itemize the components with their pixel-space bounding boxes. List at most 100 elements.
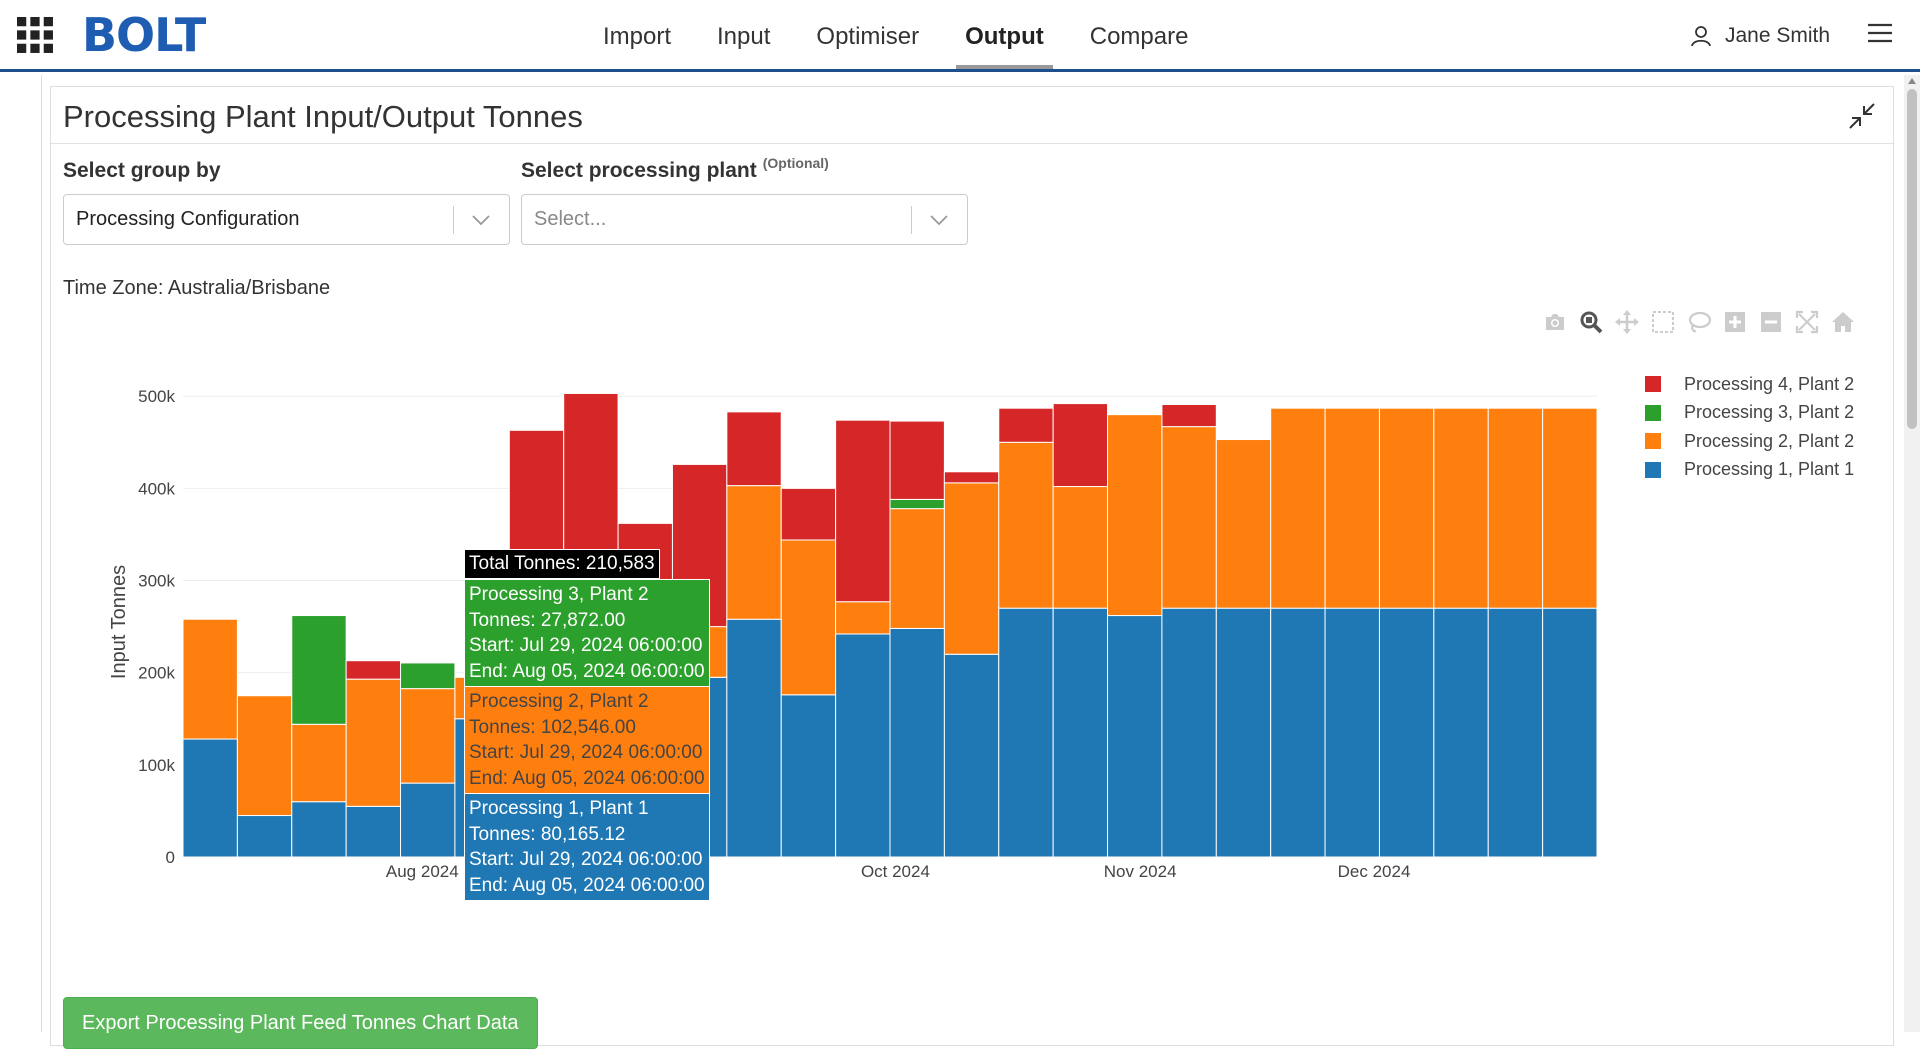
bar-segment[interactable]	[1161, 404, 1217, 428]
legend-item-processing-1[interactable]: Processing 1, Plant 1	[1645, 456, 1854, 485]
bar-segment[interactable]	[998, 607, 1054, 858]
bar-segment[interactable]	[1487, 607, 1544, 858]
scrollbar-thumb[interactable]	[1907, 89, 1917, 429]
group-by-select[interactable]: Processing Configuration	[63, 194, 510, 245]
bar-segment[interactable]	[1052, 607, 1109, 858]
bar-segment[interactable]	[889, 420, 945, 500]
user-menu[interactable]: Jane Smith	[1690, 20, 1830, 52]
group-by-label: Select group by	[63, 159, 221, 182]
bar-segment[interactable]	[291, 723, 347, 803]
bar-segment[interactable]	[1107, 615, 1163, 858]
scroll-up-arrow-icon[interactable]	[1908, 78, 1916, 84]
collapse-icon[interactable]	[1847, 101, 1877, 131]
bar-segment[interactable]	[345, 678, 402, 807]
autoscale-icon[interactable]	[1789, 307, 1825, 337]
bar-segment[interactable]	[998, 407, 1054, 443]
bar-segment[interactable]	[889, 627, 945, 858]
bar-segment[interactable]	[291, 801, 347, 858]
bar-segment[interactable]	[1542, 607, 1598, 858]
box-select-icon[interactable]	[1645, 307, 1681, 337]
pan-icon[interactable]	[1609, 307, 1645, 337]
legend-item-processing-4[interactable]: Processing 4, Plant 2	[1645, 370, 1854, 399]
nav-import[interactable]: Import	[603, 23, 672, 50]
zoom-in-icon[interactable]	[1717, 307, 1753, 337]
bar-segment[interactable]	[726, 411, 782, 487]
zoom-icon[interactable]	[1573, 307, 1609, 337]
bar-segment[interactable]	[182, 618, 238, 740]
bar-segment[interactable]	[998, 441, 1054, 609]
bar-segment[interactable]	[943, 482, 1000, 655]
app-grid-icon[interactable]	[17, 17, 54, 54]
top-navbar: BOLT Import Input Optimiser Output Compa…	[0, 0, 1920, 72]
bar-segment[interactable]	[345, 805, 402, 858]
app-logo[interactable]: BOLT	[82, 8, 206, 62]
bar-segment[interactable]	[400, 688, 456, 784]
bar-segment[interactable]	[1433, 607, 1489, 858]
left-gutter	[0, 75, 42, 1032]
bar-segment[interactable]	[835, 633, 891, 858]
nav-compare[interactable]: Compare	[1089, 23, 1189, 50]
stacked-bar-chart[interactable]: 0 100k 200k 300k 400k 500k Input Tonnes Aug 202…	[51, 87, 1651, 987]
bar-segment[interactable]	[1378, 607, 1435, 858]
hamburger-menu-icon[interactable]	[1868, 22, 1892, 44]
bar-segment[interactable]	[835, 419, 891, 603]
bar-segment[interactable]	[236, 695, 293, 817]
bar-segment[interactable]	[1270, 607, 1326, 858]
bar-segment[interactable]	[345, 660, 402, 680]
reset-axes-home-icon[interactable]	[1825, 307, 1861, 337]
bar-segment[interactable]	[1052, 486, 1109, 609]
legend-item-processing-2[interactable]: Processing 2, Plant 2	[1645, 427, 1854, 456]
bar-segment[interactable]	[943, 653, 1000, 858]
zoom-out-icon[interactable]	[1753, 307, 1789, 337]
bar-segment[interactable]	[1487, 407, 1544, 609]
tooltip-line-end: End: Aug 05, 2024 06:00:00	[469, 660, 705, 682]
nav-input[interactable]: Input	[717, 23, 771, 50]
bar-segment[interactable]	[1215, 439, 1272, 609]
bar-segment[interactable]	[1215, 607, 1272, 858]
bar-segment[interactable]	[1052, 403, 1109, 488]
nav-output[interactable]: Output	[942, 0, 1067, 69]
bar-segment[interactable]	[1378, 407, 1435, 609]
legend-swatch	[1645, 433, 1661, 450]
bar-segment[interactable]	[236, 815, 293, 858]
bar-segment[interactable]	[943, 471, 1000, 484]
bar-segment[interactable]	[1324, 607, 1380, 858]
bar-segment[interactable]	[835, 601, 891, 635]
bar-segment[interactable]	[1542, 407, 1598, 609]
bar-segment[interactable]	[1107, 414, 1163, 617]
lasso-select-icon[interactable]	[1681, 307, 1717, 337]
bar-segment[interactable]	[1433, 407, 1489, 609]
bar-segment[interactable]	[780, 539, 837, 696]
bar-segment[interactable]	[1324, 407, 1380, 609]
bar-segment[interactable]	[780, 487, 837, 541]
bar-segment[interactable]	[780, 694, 837, 858]
bar-segment[interactable]	[889, 508, 945, 629]
y-axis-label: Input Tonnes	[108, 565, 130, 679]
bar-segment[interactable]	[400, 662, 456, 690]
nav-optimiser[interactable]: Optimiser	[816, 23, 920, 50]
tooltip-entry: Processing 1, Plant 1 Tonnes: 80,165.12 St…	[464, 793, 710, 901]
bar-segment[interactable]	[726, 485, 782, 620]
bar-segment[interactable]	[889, 498, 945, 510]
tooltip-line-start: Start: Jul 29, 2024 06:00:00	[469, 635, 703, 656]
bar-segment[interactable]	[182, 738, 238, 858]
chevron-down-icon[interactable]	[471, 211, 491, 229]
bar-segment[interactable]	[400, 782, 456, 858]
bar-segment[interactable]	[726, 618, 782, 858]
bar-segment[interactable]	[1161, 607, 1217, 858]
tooltip-line-series: Processing 3, Plant 2	[469, 584, 649, 605]
x-tick-label: Dec 2024	[1338, 862, 1411, 881]
export-chart-data-button[interactable]: Export Processing Plant Feed Tonnes Char…	[63, 997, 538, 1049]
bar-segment[interactable]	[1161, 426, 1217, 609]
camera-icon[interactable]	[1537, 307, 1573, 337]
y-tick-label: 0	[166, 848, 175, 867]
main-nav: Import Input Optimiser Output Compare	[580, 0, 1211, 69]
bar-segment[interactable]	[291, 615, 347, 725]
legend-item-processing-3[interactable]: Processing 3, Plant 2	[1645, 399, 1854, 428]
y-tick-label: 400k	[138, 479, 175, 498]
plant-select[interactable]: Select...	[521, 194, 968, 245]
bar-segment[interactable]	[1270, 407, 1326, 609]
tooltip-line-series: Processing 1, Plant 1	[469, 798, 649, 819]
page-scrollbar[interactable]	[1904, 75, 1920, 1032]
chevron-down-icon[interactable]	[929, 211, 949, 229]
